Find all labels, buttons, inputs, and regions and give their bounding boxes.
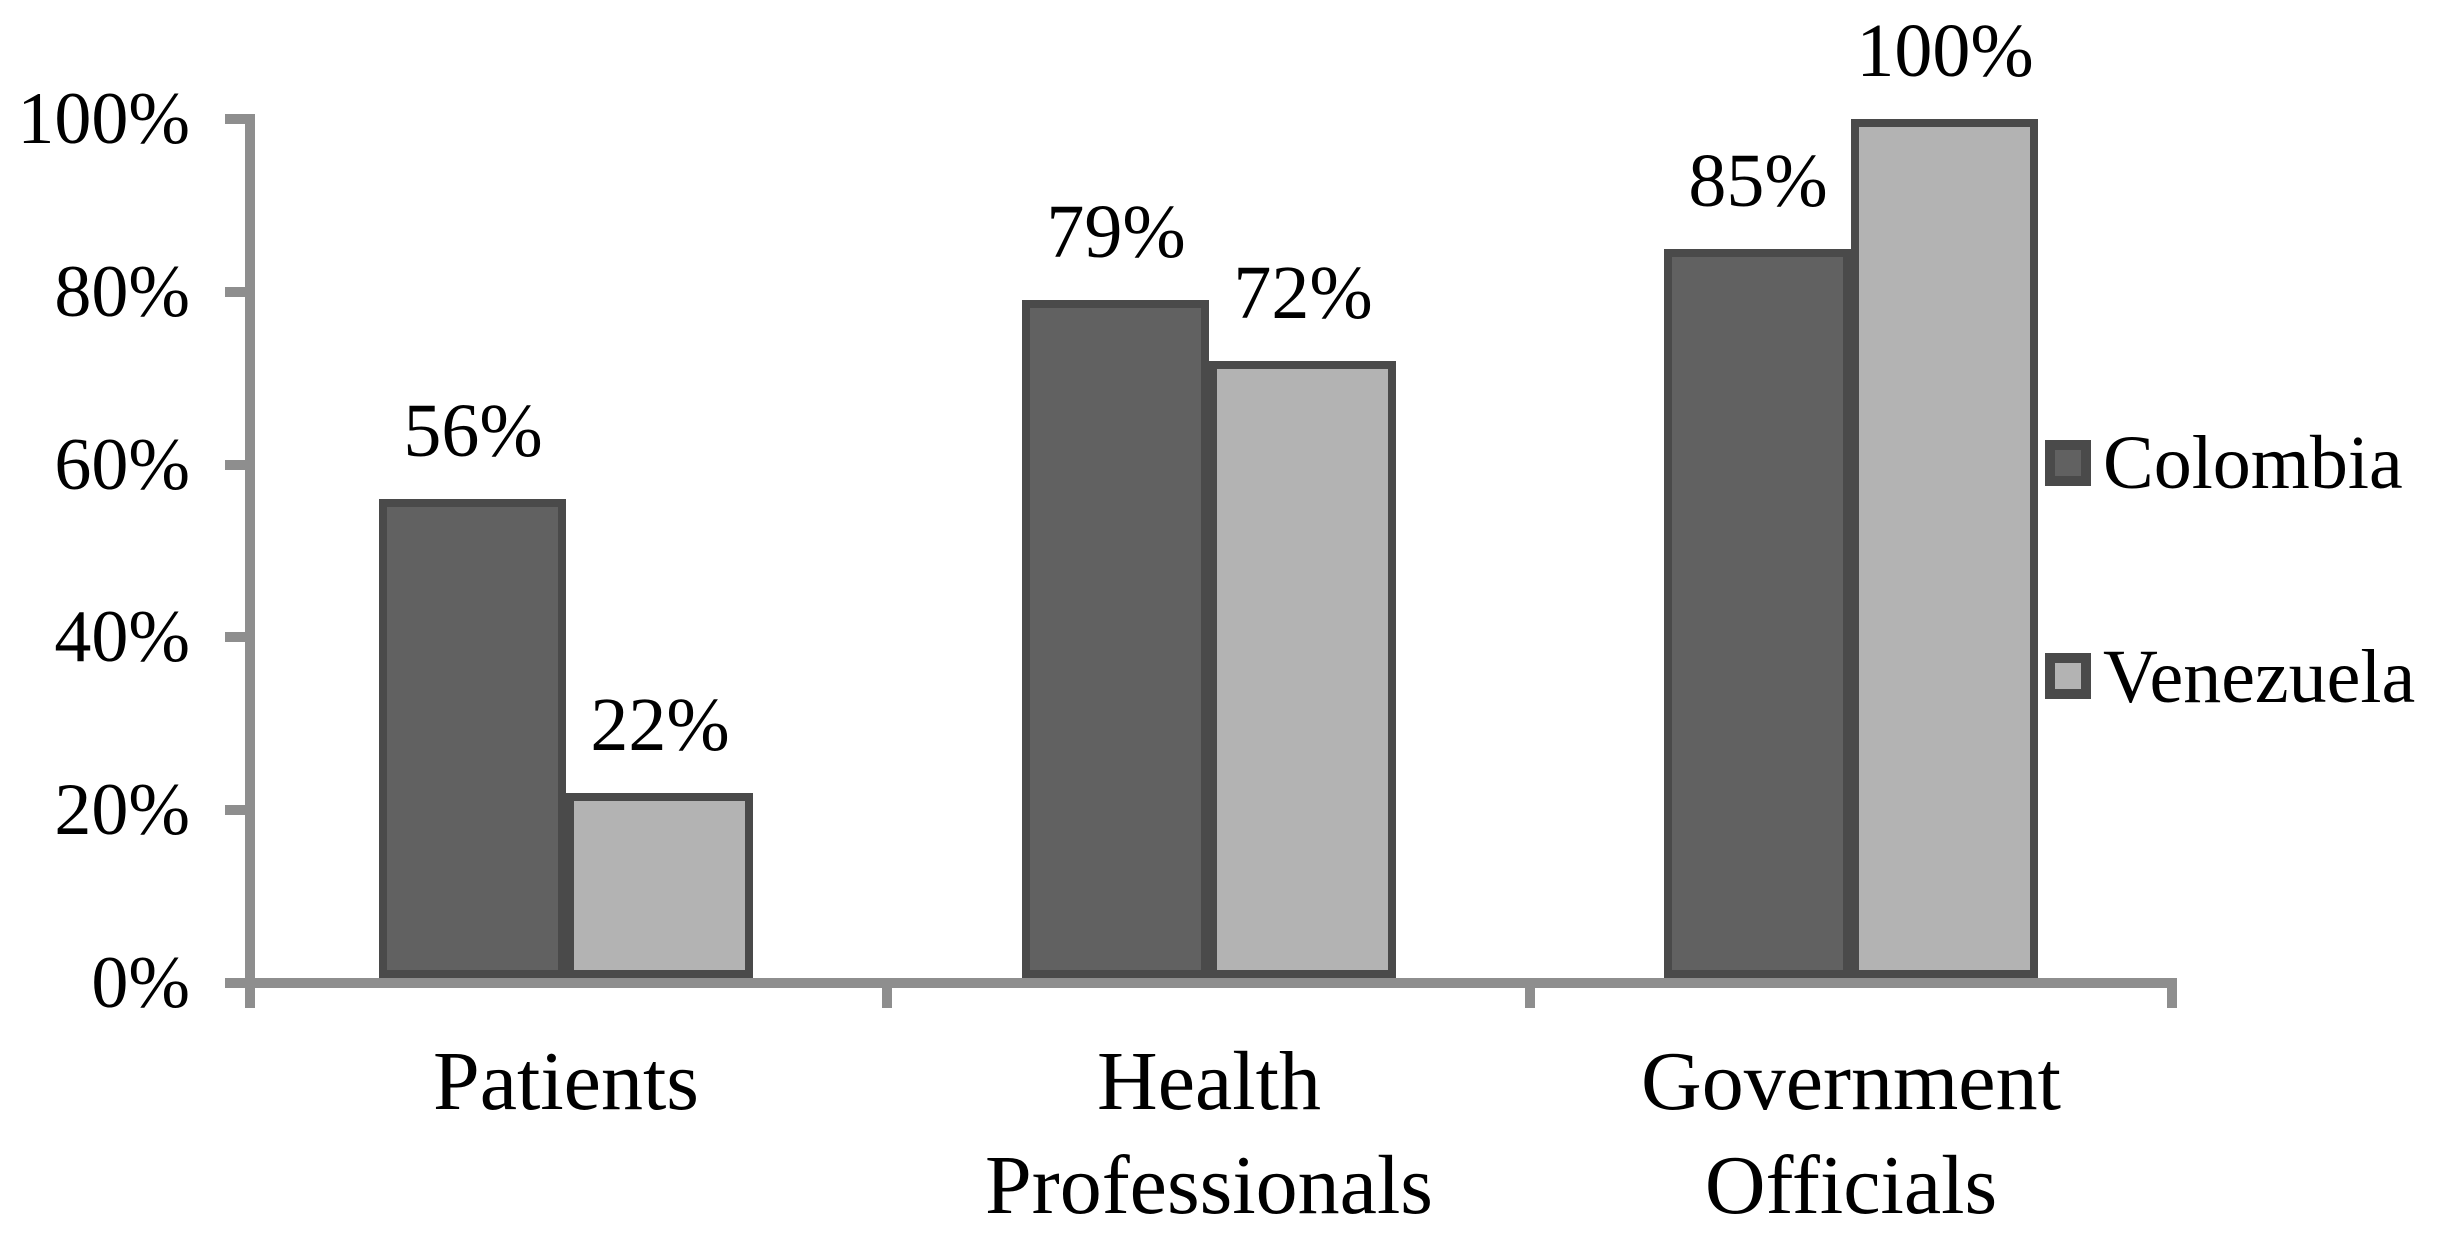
y-axis-tick-80%: [225, 286, 245, 297]
bar-venezuela-government-officials: [1851, 119, 2038, 978]
category-label-line: Government: [1641, 1035, 2061, 1128]
x-axis-tick-1: [882, 978, 893, 1008]
colombia-legend-label: Colombia: [2103, 421, 2403, 505]
y-axis-label-100%: 100%: [17, 78, 190, 160]
venezuela-legend-swatch: [2045, 653, 2091, 699]
y-axis-label-80%: 80%: [54, 250, 190, 333]
value-label-colombia-patients: 56%: [403, 389, 543, 473]
category-label-line: Professionals: [985, 1139, 1433, 1232]
category-label-government-officials: Government Officials: [1530, 1030, 2172, 1238]
colombia-legend-swatch: [2045, 440, 2091, 486]
y-axis-label-0%: 0%: [91, 942, 190, 1024]
venezuela-legend-label: Venezuela: [2103, 635, 2416, 719]
y-axis-tick-0%: [225, 978, 245, 988]
bar-colombia-health-professionals: [1022, 300, 1209, 978]
y-axis-label-20%: 20%: [54, 769, 190, 852]
y-axis-line: [245, 114, 255, 1008]
category-label-line: Health: [1097, 1035, 1321, 1128]
value-label-colombia-health-professionals: 79%: [1046, 190, 1186, 274]
y-axis-tick-40%: [225, 632, 245, 643]
y-axis-tick-20%: [225, 805, 245, 816]
category-label-health-professionals: Health Professionals: [888, 1030, 1530, 1238]
value-label-venezuela-government-officials: 100%: [1856, 9, 2034, 93]
x-axis-tick-3: [2167, 978, 2177, 1008]
category-label-patients: Patients: [245, 1030, 887, 1134]
bar-colombia-patients: [379, 499, 566, 978]
bar-venezuela-health-professionals: [1209, 361, 1396, 978]
value-label-venezuela-patients: 22%: [590, 683, 730, 767]
bar-venezuela-patients: [566, 793, 753, 978]
x-axis-tick-2: [1524, 978, 1535, 1008]
category-label-line: Officials: [1704, 1139, 1998, 1232]
category-label-line: Patients: [433, 1035, 699, 1128]
x-axis-line: [245, 978, 2177, 988]
value-label-venezuela-health-professionals: 72%: [1233, 251, 1373, 335]
value-label-colombia-government-officials: 85%: [1688, 139, 1828, 223]
bar-colombia-government-officials: [1664, 249, 1851, 978]
y-axis-tick-60%: [225, 459, 245, 470]
y-axis-tick-100%: [225, 114, 245, 124]
y-axis-label-60%: 60%: [54, 423, 190, 506]
y-axis-label-40%: 40%: [54, 596, 190, 679]
